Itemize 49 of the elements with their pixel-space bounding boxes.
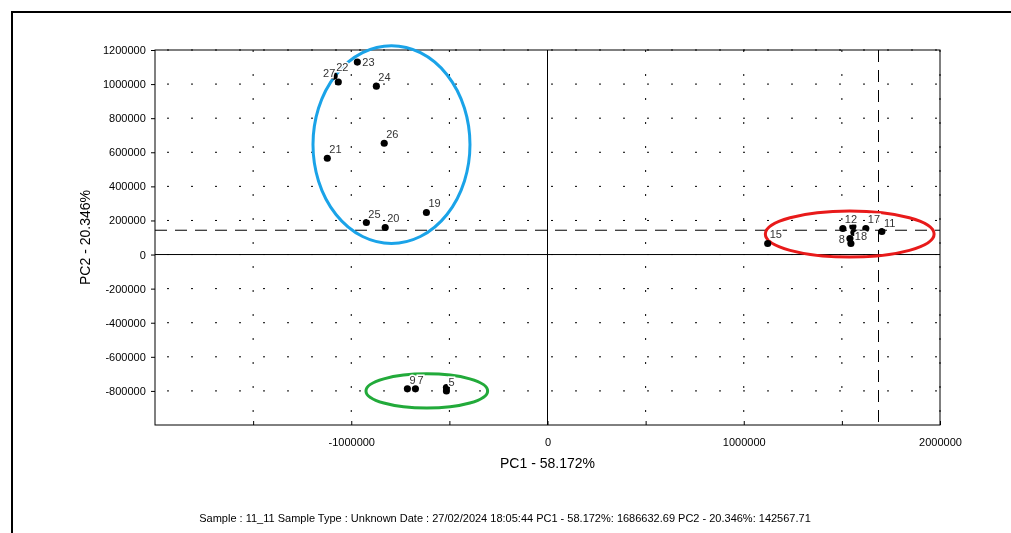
x-tick-label: 0 <box>544 435 552 448</box>
annotation: 12 <box>844 213 858 226</box>
point <box>380 139 388 147</box>
annotation: 11 <box>883 216 896 229</box>
y-tick-label: -400000 <box>105 316 146 329</box>
annotation: 20 <box>387 212 400 225</box>
annotation: 8 <box>838 232 845 245</box>
y-tick-label: 800000 <box>109 112 146 125</box>
y-tick-label: 0 <box>139 248 146 261</box>
annotation: 23 <box>362 56 375 69</box>
point <box>764 239 772 248</box>
x-tick-label: 2000000 <box>919 435 962 448</box>
y-tick-label: -200000 <box>105 282 146 295</box>
annotation: 19 <box>428 197 441 210</box>
annotation: 24 <box>378 71 391 84</box>
point <box>372 82 380 90</box>
y-tick-label: -800000 <box>105 384 146 397</box>
point <box>411 385 419 393</box>
annotation: 21 <box>329 143 342 156</box>
y-tick-label: 1000000 <box>102 78 146 91</box>
x-tick-label: -1000000 <box>328 435 375 448</box>
annotation: 18 <box>854 230 868 243</box>
y-tick-label: -600000 <box>105 350 146 363</box>
y-tick-label: 200000 <box>109 214 146 227</box>
annotation: 15 <box>769 228 782 241</box>
y-tick-label: 600000 <box>109 146 146 159</box>
annotation: 9 <box>409 373 416 386</box>
y-axis-title: PC2 - 20.346% <box>77 190 93 285</box>
annotation: 27 <box>323 67 336 80</box>
point <box>323 154 331 162</box>
y-tick-label: 400000 <box>109 180 146 193</box>
point <box>381 223 389 231</box>
point <box>334 78 342 86</box>
annotation: 26 <box>386 128 399 141</box>
point <box>353 58 361 66</box>
point <box>422 208 430 216</box>
x-axis-title: PC1 - 58.172% <box>500 455 595 471</box>
annotation: 17 <box>867 213 881 226</box>
text: Sample : 11_11 Sample Type : Unknown Date : 27/02/2024 18:05:44 PC1 - 58.172%: 1686632.69 PC2 - 20.346%: 142567.71 <box>199 512 811 524</box>
annotation: 25 <box>368 207 381 220</box>
point <box>839 224 847 233</box>
point <box>362 218 370 227</box>
y-tick-label: 1200000 <box>102 44 146 57</box>
x-tick-label: 1000000 <box>722 435 766 448</box>
annotation: 5 <box>448 375 455 388</box>
annotation: 7 <box>417 373 424 386</box>
point <box>403 385 411 393</box>
point <box>878 227 886 236</box>
point <box>847 239 855 248</box>
